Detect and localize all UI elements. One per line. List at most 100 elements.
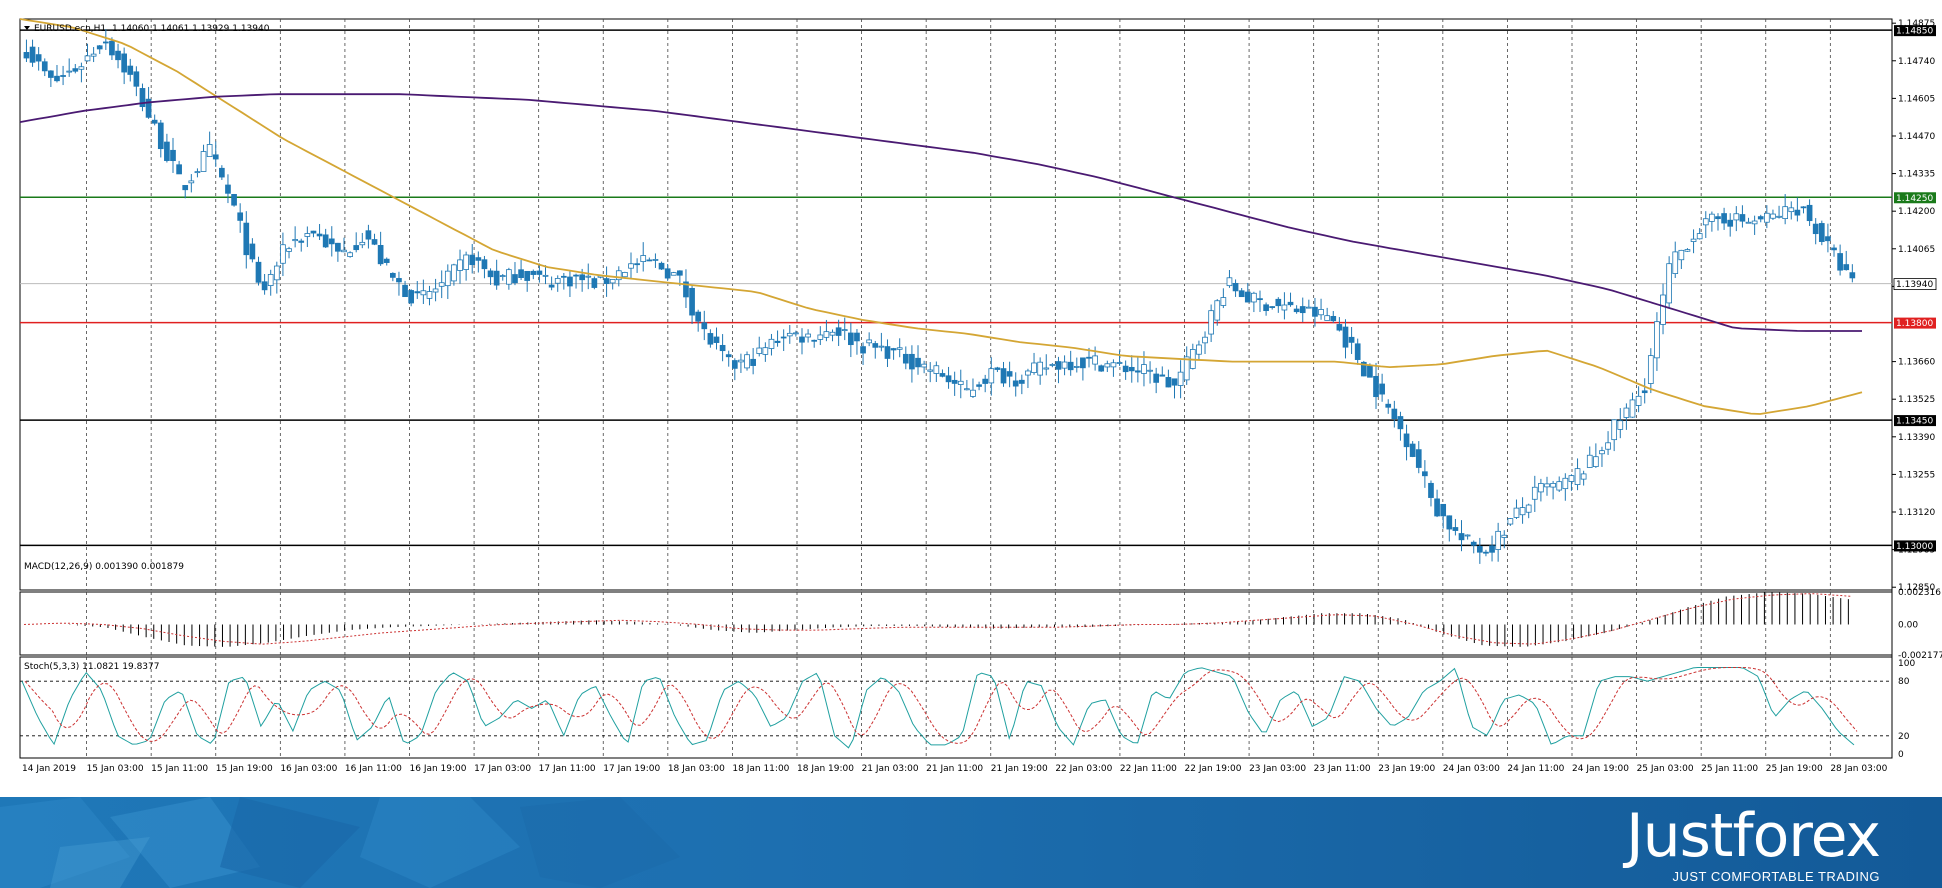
candle[interactable]: [560, 272, 567, 290]
candle[interactable]: [1348, 326, 1355, 354]
candle[interactable]: [1574, 458, 1581, 491]
candle[interactable]: [1751, 215, 1758, 235]
candle[interactable]: [1232, 279, 1239, 297]
candle[interactable]: [353, 232, 360, 253]
candle[interactable]: [249, 238, 256, 263]
candle[interactable]: [591, 276, 598, 290]
price-panel[interactable]: [19, 18, 1892, 564]
candle[interactable]: [1379, 373, 1385, 402]
candle[interactable]: [1055, 356, 1062, 384]
candle[interactable]: [1159, 366, 1166, 377]
candle[interactable]: [909, 345, 915, 383]
candle[interactable]: [481, 255, 488, 279]
candle[interactable]: [1531, 475, 1538, 512]
candle[interactable]: [848, 322, 854, 358]
candle[interactable]: [1458, 520, 1465, 552]
candle[interactable]: [127, 58, 134, 82]
candle[interactable]: [121, 47, 127, 85]
candle[interactable]: [609, 278, 616, 290]
candle[interactable]: [1782, 194, 1789, 225]
candle[interactable]: [890, 347, 897, 360]
candle[interactable]: [1165, 369, 1172, 388]
candle[interactable]: [1721, 207, 1727, 230]
candle[interactable]: [1177, 360, 1184, 399]
candle[interactable]: [786, 324, 793, 344]
candle[interactable]: [1593, 443, 1599, 468]
candle[interactable]: [1110, 359, 1117, 377]
candle[interactable]: [1617, 408, 1624, 439]
candle[interactable]: [1696, 228, 1703, 240]
candle[interactable]: [1373, 362, 1379, 409]
candle[interactable]: [23, 39, 30, 63]
candle[interactable]: [994, 366, 1001, 373]
candle[interactable]: [1018, 374, 1025, 395]
candle[interactable]: [658, 261, 665, 270]
candle[interactable]: [1825, 223, 1831, 253]
candle[interactable]: [304, 226, 311, 248]
candle[interactable]: [829, 329, 836, 342]
candle[interactable]: [1660, 283, 1666, 335]
candle[interactable]: [78, 62, 85, 83]
candle[interactable]: [310, 230, 317, 238]
candle[interactable]: [1495, 522, 1501, 562]
candle[interactable]: [1135, 357, 1141, 383]
candle[interactable]: [475, 251, 482, 273]
candle[interactable]: [915, 345, 921, 375]
candle[interactable]: [1122, 360, 1129, 380]
candle[interactable]: [506, 267, 512, 290]
candle[interactable]: [170, 137, 176, 173]
candle[interactable]: [530, 269, 537, 280]
candle[interactable]: [1568, 474, 1575, 491]
candle[interactable]: [835, 319, 842, 346]
candle[interactable]: [640, 242, 647, 272]
candle[interactable]: [261, 273, 268, 295]
macd-signal-line[interactable]: [23, 593, 1853, 645]
candle[interactable]: [206, 131, 213, 158]
candle[interactable]: [328, 226, 335, 257]
candle[interactable]: [469, 243, 476, 274]
candle[interactable]: [1727, 213, 1734, 237]
candle[interactable]: [109, 37, 115, 60]
candle[interactable]: [799, 328, 805, 355]
candle[interactable]: [1031, 352, 1037, 375]
candle[interactable]: [1153, 367, 1160, 394]
candle[interactable]: [622, 271, 628, 279]
candle[interactable]: [542, 265, 549, 285]
candle[interactable]: [139, 83, 146, 112]
candle[interactable]: [1220, 288, 1227, 309]
candle[interactable]: [267, 269, 274, 296]
candle[interactable]: [664, 263, 671, 281]
candle[interactable]: [1226, 269, 1233, 288]
candle[interactable]: [426, 285, 433, 306]
candle[interactable]: [1544, 476, 1550, 496]
candle[interactable]: [1330, 311, 1337, 323]
candle[interactable]: [1275, 297, 1282, 313]
candle[interactable]: [1214, 299, 1221, 326]
candle[interactable]: [1470, 540, 1477, 554]
candle[interactable]: [1702, 211, 1709, 238]
candle[interactable]: [84, 43, 91, 62]
candle[interactable]: [1452, 518, 1459, 536]
candle[interactable]: [1623, 403, 1630, 430]
candle[interactable]: [1269, 306, 1276, 310]
candle[interactable]: [524, 270, 531, 292]
candle[interactable]: [793, 330, 799, 337]
candle[interactable]: [896, 338, 903, 358]
candle[interactable]: [463, 251, 469, 281]
candle[interactable]: [1098, 364, 1105, 372]
candle[interactable]: [872, 340, 879, 359]
candle[interactable]: [389, 272, 396, 282]
candle[interactable]: [970, 378, 976, 399]
candle[interactable]: [438, 270, 445, 299]
candle[interactable]: [1800, 206, 1807, 214]
candle[interactable]: [457, 249, 463, 284]
candle[interactable]: [689, 285, 695, 325]
candle[interactable]: [377, 231, 384, 266]
candle[interactable]: [1538, 478, 1544, 502]
candle[interactable]: [1061, 355, 1068, 376]
candle[interactable]: [805, 329, 811, 343]
candle[interactable]: [738, 353, 744, 373]
candle[interactable]: [115, 43, 121, 69]
candle[interactable]: [1299, 297, 1306, 323]
candle[interactable]: [188, 174, 195, 193]
